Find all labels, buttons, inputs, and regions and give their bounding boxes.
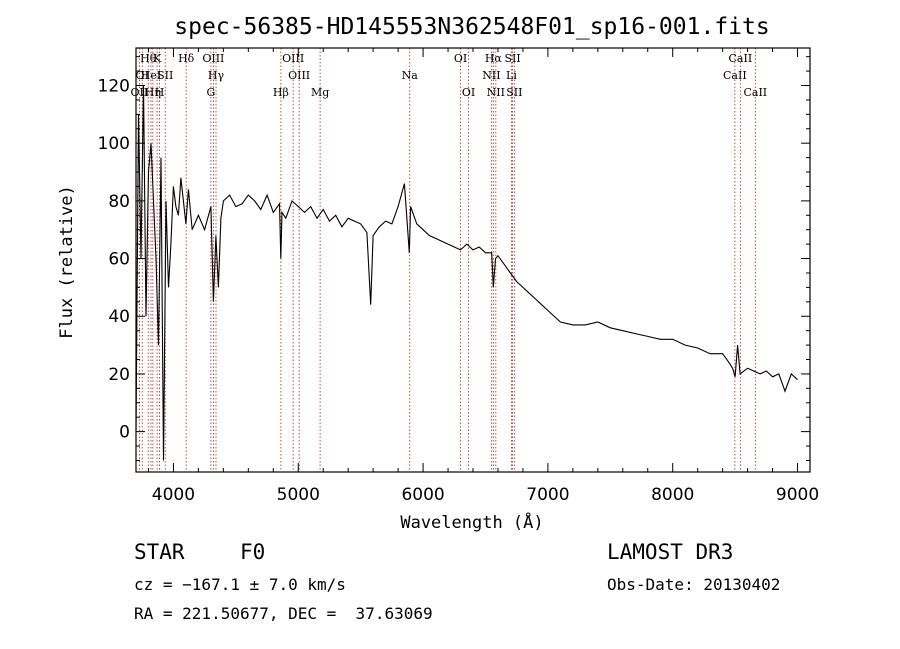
line-label-12: Hβ	[273, 86, 289, 99]
x-tick-label-1: 5000	[277, 485, 320, 505]
subclass: F0	[240, 540, 266, 564]
line-label-13: OIII	[282, 52, 304, 65]
y-tick-label-0: 0	[119, 423, 130, 443]
emission-line-markers	[138, 48, 756, 472]
x-tick-label-0: 4000	[152, 485, 195, 505]
line-label-7: SII	[157, 69, 173, 82]
line-label-19: NII	[482, 69, 500, 82]
line-label-10: OIII	[202, 52, 224, 65]
line-label-24: SII	[506, 86, 522, 99]
x-axis-label: Wavelength (Å)	[400, 511, 543, 533]
y-axis-ticks: 0 20 40 60 80 100 120	[98, 56, 810, 461]
observation-date: Obs-Date: 20130402	[607, 575, 781, 594]
y-tick-label-5: 100	[98, 134, 130, 154]
x-tick-label-5: 9000	[776, 485, 819, 505]
chart-title: spec-56385-HD145553N362548F01_sp16-001.f…	[174, 14, 769, 40]
y-tick-label-6: 120	[98, 76, 130, 96]
x-axis-ticks: 4000 5000 6000 7000 8000 9000	[147, 48, 819, 505]
line-label-9: G	[206, 86, 215, 99]
plot-frame	[135, 47, 811, 473]
line-label-20: Hα	[485, 52, 503, 65]
line-label-11: Hγ	[208, 69, 225, 82]
line-label-18: OI	[462, 86, 475, 99]
emission-line-labels: OIIOIHθHeIHηKHSIIHδGOIIIHγHβOIIIOIIIMgNa…	[131, 52, 768, 99]
redshift-velocity: cz = −167.1 ± 7.0 km/s	[134, 575, 346, 594]
line-label-21: NII	[487, 86, 505, 99]
line-label-16: Na	[402, 69, 419, 82]
line-label-15: Mg	[311, 86, 329, 99]
line-label-22: Li	[506, 69, 517, 82]
coordinates: RA = 221.50677, DEC = 37.63069	[134, 604, 433, 623]
spectrum-line	[135, 85, 798, 461]
line-label-8: Hδ	[178, 52, 195, 65]
line-label-25: CaII	[723, 69, 747, 82]
y-tick-label-2: 40	[108, 307, 130, 327]
line-label-3: HeI	[141, 69, 161, 82]
x-tick-label-3: 7000	[526, 485, 569, 505]
x-tick-label-2: 6000	[401, 485, 444, 505]
line-label-6: H	[155, 86, 165, 99]
line-label-26: CaII	[729, 52, 753, 65]
y-tick-label-4: 80	[108, 192, 130, 212]
line-label-2: Hθ	[140, 52, 157, 65]
line-label-23: SII	[504, 52, 520, 65]
line-label-1: OI	[136, 69, 149, 82]
line-label-5: K	[153, 52, 162, 65]
object-class: STAR	[134, 540, 185, 564]
y-tick-label-3: 60	[108, 250, 130, 270]
line-label-4: Hη	[145, 86, 161, 99]
line-label-17: OI	[454, 52, 467, 65]
y-axis-label: Flux (relative)	[57, 185, 77, 339]
y-tick-label-1: 20	[108, 365, 130, 385]
line-label-14: OIII	[288, 69, 310, 82]
x-tick-label-4: 8000	[651, 485, 694, 505]
survey-name: LAMOST DR3	[607, 540, 734, 564]
line-label-27: CaII	[743, 86, 767, 99]
